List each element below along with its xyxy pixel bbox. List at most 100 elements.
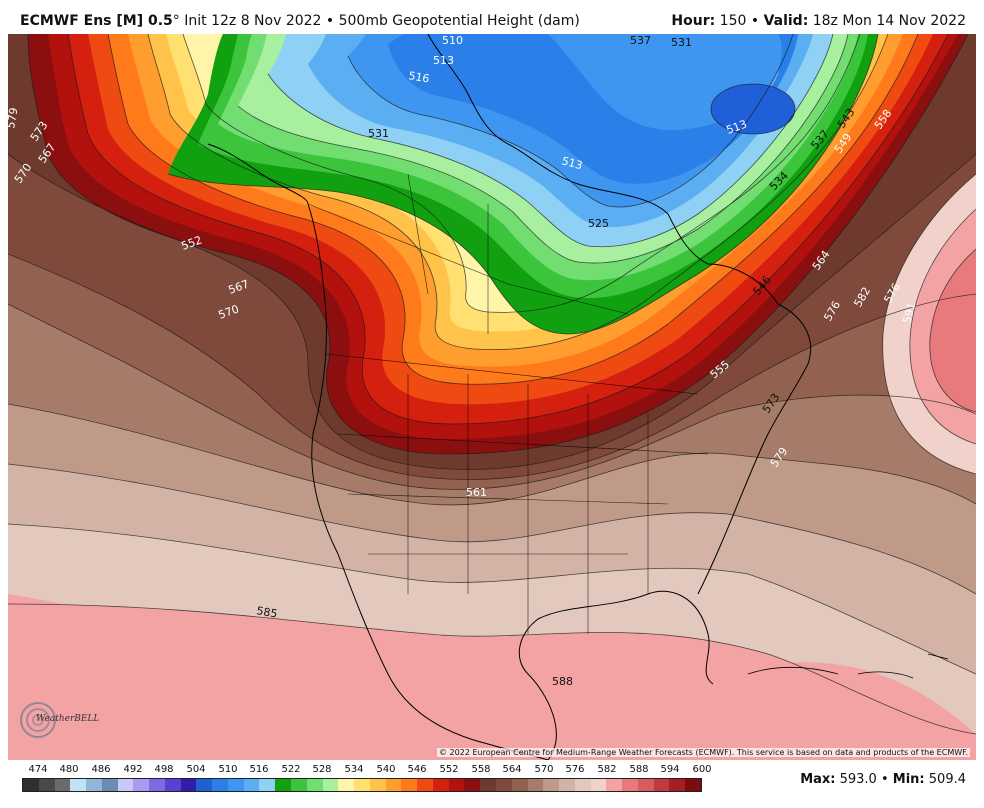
colorbar-swatch bbox=[590, 779, 607, 791]
colorbar-swatch bbox=[322, 779, 339, 791]
colorbar-label: 522 bbox=[281, 764, 301, 775]
contour-label: 516 bbox=[407, 69, 430, 85]
colorbar-legend: 474 480 486 492 498 504 510 516 522 528 534 540 546 5… bbox=[22, 764, 712, 796]
colorbar-label: 492 bbox=[123, 764, 143, 775]
valid-value: 18z Mon 14 Nov 2022 bbox=[808, 13, 966, 29]
colorbar-swatch bbox=[164, 779, 181, 791]
colorbar-swatch bbox=[669, 779, 686, 791]
contour-label: 513 bbox=[560, 154, 584, 172]
colorbar-swatch bbox=[543, 779, 560, 791]
valid-time: Hour: 150 • Valid: 18z Mon 14 Nov 2022 bbox=[671, 13, 966, 29]
colorbar-swatch bbox=[196, 779, 213, 791]
colorbar-swatch bbox=[574, 779, 591, 791]
colorbar-swatch bbox=[212, 779, 228, 791]
colorbar-label: 480 bbox=[59, 764, 79, 775]
height-map: 510 513 516 531 537 531 525 513 513 534 … bbox=[8, 34, 976, 760]
colorbar-label: 474 bbox=[28, 764, 48, 775]
colorbar-swatch bbox=[369, 779, 386, 791]
hour-value: 150 • bbox=[715, 13, 764, 29]
colorbar-swatch bbox=[432, 779, 449, 791]
colorbar-swatch bbox=[70, 779, 87, 791]
max-label: Max: bbox=[800, 772, 836, 787]
colorbar-label: 504 bbox=[186, 764, 206, 775]
max-value: 593.0 bbox=[835, 772, 877, 787]
colorbar-swatch bbox=[23, 779, 39, 791]
colorbar-swatch bbox=[133, 779, 150, 791]
colorbar-swatch bbox=[54, 779, 71, 791]
min-value: 509.4 bbox=[924, 772, 966, 787]
colorbar-swatches bbox=[22, 778, 702, 792]
colorbar-label: 552 bbox=[439, 764, 459, 775]
colorbar-swatch bbox=[243, 779, 260, 791]
copyright-notice: © 2022 European Centre for Medium-Range … bbox=[437, 748, 970, 757]
colorbar-label: 540 bbox=[376, 764, 396, 775]
state-borders bbox=[307, 173, 709, 634]
colorbar-swatch bbox=[448, 779, 465, 791]
colorbar-swatch bbox=[275, 779, 292, 791]
colorbar-swatch bbox=[338, 779, 355, 791]
colorbar-label: 558 bbox=[471, 764, 491, 775]
colorbar-swatch bbox=[227, 779, 244, 791]
colorbar-labels: 474 480 486 492 498 504 510 516 522 528 534 540 546 5… bbox=[22, 764, 711, 778]
colorbar-label: 564 bbox=[502, 764, 522, 775]
colorbar-label: 486 bbox=[91, 764, 111, 775]
contour-label: 561 bbox=[466, 486, 487, 499]
colorbar-label: 528 bbox=[312, 764, 332, 775]
colorbar-swatch bbox=[637, 779, 654, 791]
contour-label: 579 bbox=[8, 107, 21, 130]
colorbar-swatch bbox=[685, 779, 701, 791]
contour-label: 591 bbox=[900, 301, 918, 325]
contour-label: 531 bbox=[368, 127, 389, 140]
colorbar-swatch bbox=[117, 779, 134, 791]
colorbar-swatch bbox=[527, 779, 544, 791]
logo-swirl-icon bbox=[20, 702, 56, 738]
colorbar-label: 546 bbox=[407, 764, 427, 775]
colorbar-swatch bbox=[101, 779, 118, 791]
colorbar-label: 498 bbox=[154, 764, 174, 775]
colorbar-swatch bbox=[622, 779, 638, 791]
colorbar-swatch bbox=[291, 779, 307, 791]
hour-label: Hour: bbox=[671, 13, 716, 29]
colorbar-swatch bbox=[354, 779, 370, 791]
logo-text: WeatherBELL bbox=[36, 714, 100, 724]
colorbar-swatch bbox=[86, 779, 102, 791]
min-label: Min: bbox=[892, 772, 925, 787]
coastlines bbox=[207, 34, 812, 760]
colorbar-label: 582 bbox=[597, 764, 617, 775]
separator: • bbox=[876, 772, 893, 787]
contour-label: 513 bbox=[433, 54, 454, 67]
map-title: ECMWF Ens [M] 0.5° Init 12z 8 Nov 2022 •… bbox=[20, 13, 580, 29]
caribbean-islands bbox=[747, 653, 949, 679]
colorbar-label: 510 bbox=[218, 764, 238, 775]
colorbar-swatch bbox=[464, 779, 481, 791]
contour-label: 525 bbox=[588, 217, 609, 230]
degree-sign: ° bbox=[172, 13, 180, 29]
colorbar-swatch bbox=[559, 779, 575, 791]
colorbar-swatch bbox=[385, 779, 402, 791]
contour-label: 510 bbox=[442, 34, 463, 47]
colorbar-swatch bbox=[495, 779, 512, 791]
colorbar-label: 516 bbox=[249, 764, 269, 775]
max-min-readout: Max: 593.0 • Min: 509.4 bbox=[800, 772, 966, 787]
colorbar-swatch bbox=[511, 779, 528, 791]
colorbar-label: 588 bbox=[629, 764, 649, 775]
colorbar-swatch bbox=[606, 779, 623, 791]
model-name: ECMWF Ens [M] 0.5 bbox=[20, 13, 173, 29]
colorbar-swatch bbox=[653, 779, 670, 791]
colorbar-swatch bbox=[401, 779, 418, 791]
colorbar-swatch bbox=[180, 779, 197, 791]
header-bar: ECMWF Ens [M] 0.5° Init 12z 8 Nov 2022 •… bbox=[0, 0, 984, 34]
contour-label: 537 bbox=[630, 34, 651, 47]
contour-label: 531 bbox=[671, 36, 692, 49]
contour-field: 510 513 516 531 537 531 525 513 513 534 … bbox=[8, 34, 976, 760]
colorbar-label: 570 bbox=[534, 764, 554, 775]
colorbar-swatch bbox=[149, 779, 165, 791]
colorbar-label: 576 bbox=[565, 764, 585, 775]
colorbar-swatch bbox=[306, 779, 323, 791]
colorbar-label: 594 bbox=[660, 764, 680, 775]
colorbar-swatch bbox=[417, 779, 433, 791]
valid-label: Valid: bbox=[763, 13, 809, 29]
colorbar-swatch bbox=[480, 779, 496, 791]
colorbar-swatch bbox=[38, 779, 55, 791]
colorbar-swatch bbox=[259, 779, 276, 791]
